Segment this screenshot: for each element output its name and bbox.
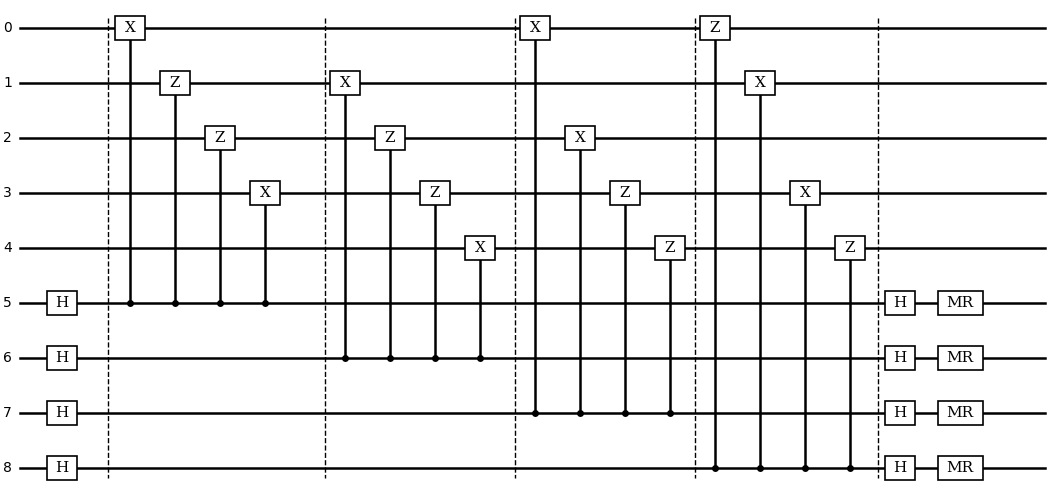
Text: 6: 6 xyxy=(3,351,12,365)
Text: Z: Z xyxy=(710,21,720,35)
Text: H: H xyxy=(893,351,907,365)
Text: 7: 7 xyxy=(3,406,12,420)
FancyBboxPatch shape xyxy=(885,291,915,315)
Text: X: X xyxy=(529,21,540,35)
FancyBboxPatch shape xyxy=(790,181,820,205)
FancyBboxPatch shape xyxy=(115,16,145,40)
Text: H: H xyxy=(55,406,69,420)
FancyBboxPatch shape xyxy=(47,456,77,480)
FancyBboxPatch shape xyxy=(938,291,982,315)
Text: 5: 5 xyxy=(3,296,12,310)
Text: X: X xyxy=(474,241,486,255)
FancyBboxPatch shape xyxy=(938,456,982,480)
FancyBboxPatch shape xyxy=(938,346,982,370)
FancyBboxPatch shape xyxy=(420,181,450,205)
FancyBboxPatch shape xyxy=(610,181,640,205)
FancyBboxPatch shape xyxy=(885,401,915,425)
Text: H: H xyxy=(893,296,907,310)
Text: Z: Z xyxy=(620,186,630,200)
FancyBboxPatch shape xyxy=(938,401,982,425)
FancyBboxPatch shape xyxy=(655,236,685,260)
Text: H: H xyxy=(893,406,907,420)
FancyBboxPatch shape xyxy=(885,456,915,480)
Text: MR: MR xyxy=(946,406,974,420)
Text: Z: Z xyxy=(170,76,180,90)
FancyBboxPatch shape xyxy=(465,236,495,260)
Text: Z: Z xyxy=(385,131,396,145)
Text: X: X xyxy=(800,186,811,200)
Text: H: H xyxy=(55,461,69,475)
Text: MR: MR xyxy=(946,461,974,475)
Text: X: X xyxy=(124,21,136,35)
FancyBboxPatch shape xyxy=(330,71,360,95)
FancyBboxPatch shape xyxy=(745,71,775,95)
FancyBboxPatch shape xyxy=(835,236,865,260)
Text: MR: MR xyxy=(946,351,974,365)
Text: 1: 1 xyxy=(3,76,12,90)
Text: Z: Z xyxy=(430,186,440,200)
FancyBboxPatch shape xyxy=(47,401,77,425)
Text: Z: Z xyxy=(665,241,675,255)
FancyBboxPatch shape xyxy=(205,126,234,150)
Text: Z: Z xyxy=(214,131,225,145)
FancyBboxPatch shape xyxy=(250,181,280,205)
FancyBboxPatch shape xyxy=(160,71,190,95)
Text: X: X xyxy=(754,76,765,90)
FancyBboxPatch shape xyxy=(885,346,915,370)
FancyBboxPatch shape xyxy=(375,126,405,150)
FancyBboxPatch shape xyxy=(700,16,730,40)
Text: X: X xyxy=(340,76,350,90)
Text: X: X xyxy=(260,186,271,200)
Text: Z: Z xyxy=(845,241,855,255)
Text: 8: 8 xyxy=(3,461,12,475)
FancyBboxPatch shape xyxy=(47,346,77,370)
Text: H: H xyxy=(55,296,69,310)
Text: H: H xyxy=(893,461,907,475)
Text: 3: 3 xyxy=(3,186,12,200)
FancyBboxPatch shape xyxy=(47,291,77,315)
FancyBboxPatch shape xyxy=(520,16,550,40)
Text: 0: 0 xyxy=(3,21,12,35)
Text: MR: MR xyxy=(946,296,974,310)
FancyBboxPatch shape xyxy=(566,126,595,150)
Text: X: X xyxy=(575,131,586,145)
Text: H: H xyxy=(55,351,69,365)
Text: 2: 2 xyxy=(3,131,12,145)
Text: 4: 4 xyxy=(3,241,12,255)
